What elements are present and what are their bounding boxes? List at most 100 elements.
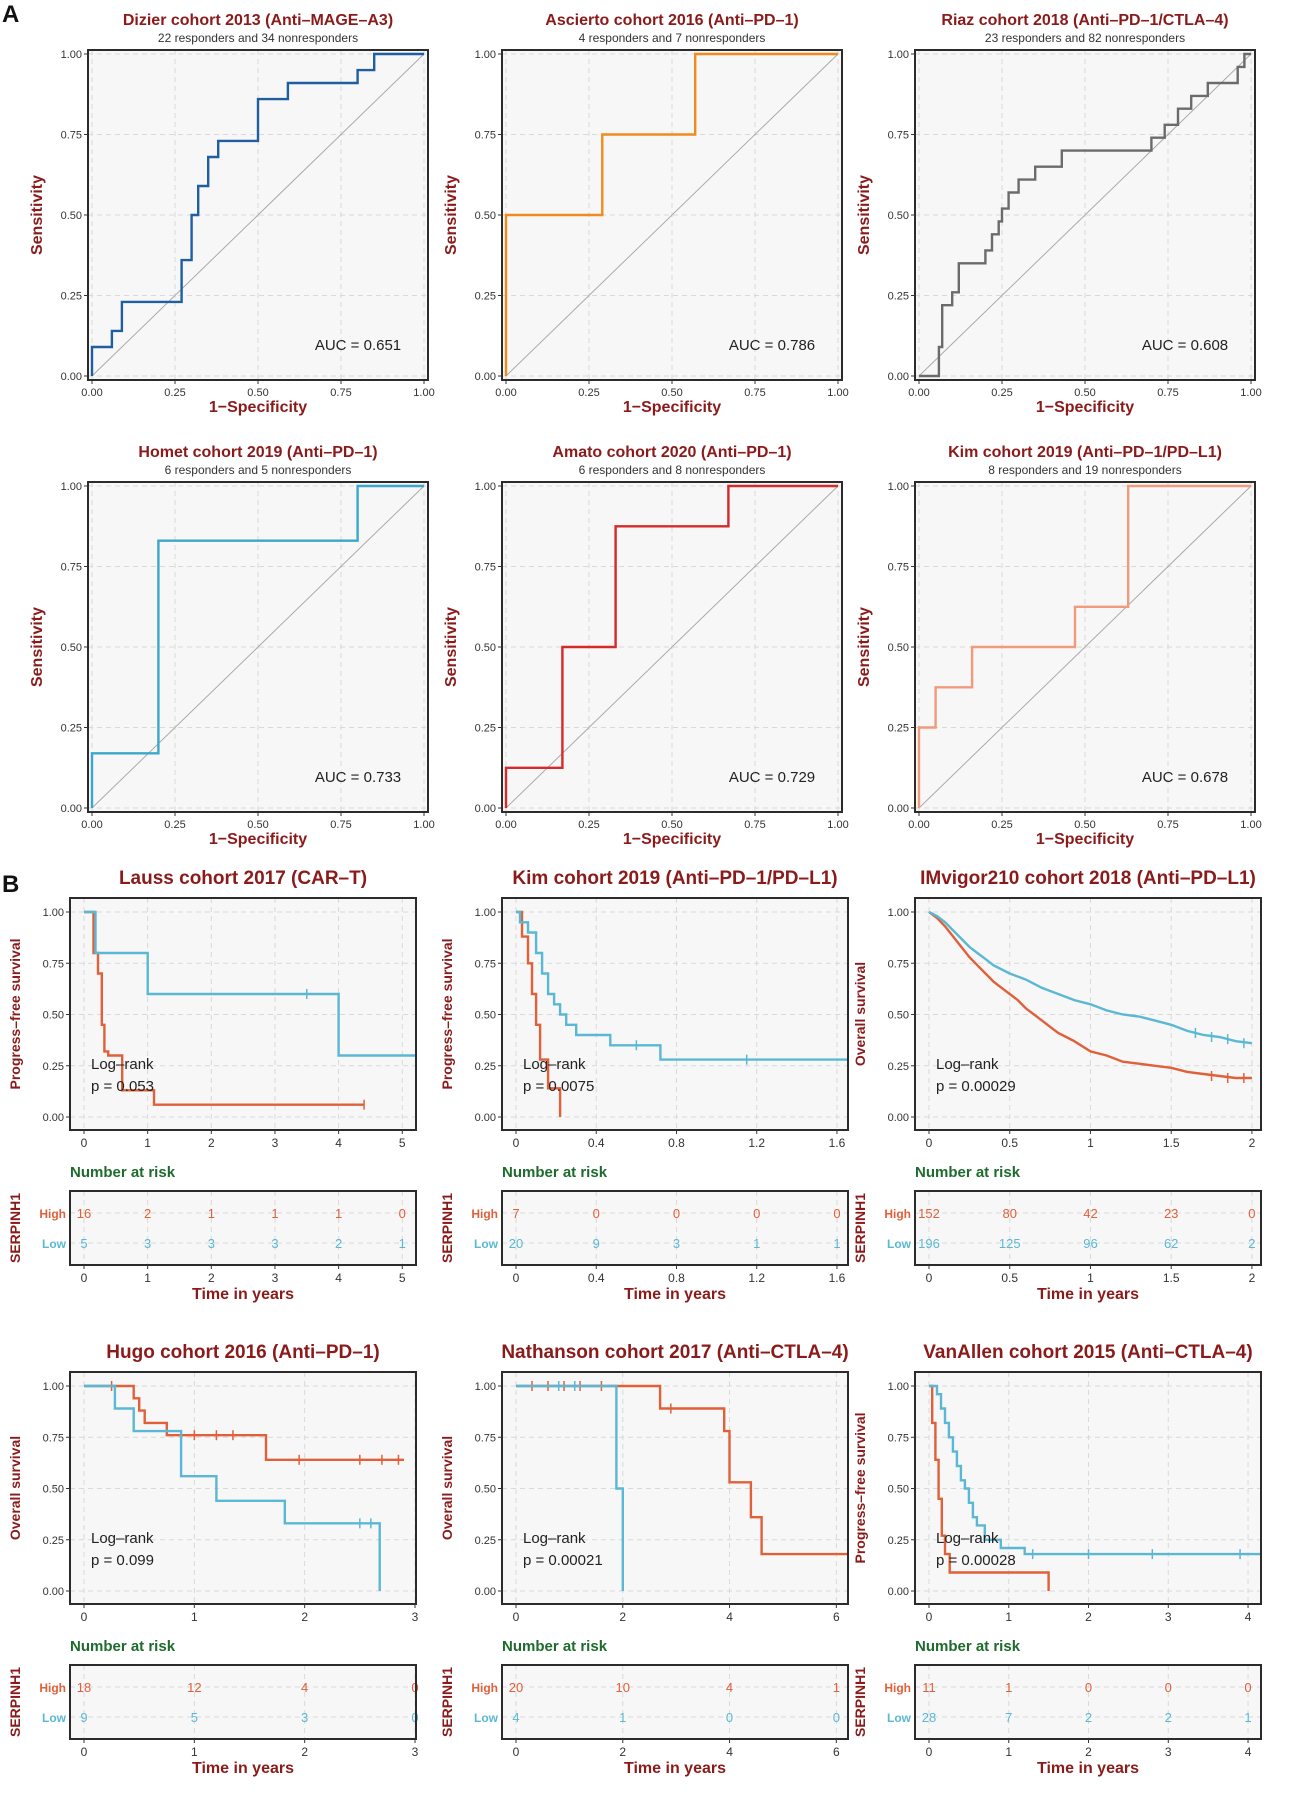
x-tick-label: 0.75 (330, 387, 351, 399)
x-tick-label: 1.00 (827, 819, 848, 831)
risk-count: 12 (187, 1680, 201, 1695)
y-tick-label: 0.00 (888, 1586, 909, 1598)
x-tick-label: 0.00 (81, 819, 102, 831)
p-value-label: p = 0.00028 (936, 1552, 1016, 1569)
risk-count: 20 (509, 1236, 523, 1251)
x-tick-label: 0.50 (1074, 819, 1095, 831)
risk-table-title: Number at risk (70, 1638, 176, 1655)
risk-count: 3 (271, 1236, 278, 1251)
y-tick-label: 0.50 (43, 1484, 64, 1496)
y-tick-label: 1.00 (61, 49, 82, 61)
risk-count: 3 (208, 1236, 215, 1251)
y-tick-label: 1.00 (888, 907, 909, 919)
roc-curve (504, 484, 838, 808)
reference-diagonal (505, 53, 839, 377)
logrank-label: Log–rank (936, 1056, 999, 1073)
reference-diagonal (91, 53, 425, 377)
reference-diagonal (918, 53, 1252, 377)
risk-count: 7 (512, 1206, 519, 1221)
survival-curve-low (928, 910, 1253, 1045)
x-tick-label: 0.75 (330, 819, 351, 831)
p-value-label: p = 0.0075 (523, 1078, 594, 1095)
risk-count: 62 (1164, 1236, 1178, 1251)
risk-table-background (70, 1191, 416, 1265)
y-tick-label: 0.75 (888, 1432, 909, 1444)
risk-count: 1 (1244, 1710, 1251, 1725)
strata-label-low: Low (42, 1237, 67, 1251)
x-tick-label: 0.75 (744, 819, 765, 831)
roc-chart: Amato cohort 2020 (Anti–PD–1) 6 responder… (443, 444, 849, 848)
risk-count: 0 (673, 1206, 680, 1221)
strata-label-high: High (39, 1207, 66, 1221)
x-tick-label: 0.50 (247, 387, 268, 399)
y-tick-label: 0.25 (43, 1061, 64, 1073)
logrank-label: Log–rank (91, 1056, 154, 1073)
x-tick-label: 0.4 (588, 1136, 605, 1150)
risk-count: 42 (1083, 1206, 1097, 1221)
risk-x-tick-label: 0.5 (1001, 1271, 1018, 1285)
risk-table-border (501, 1190, 849, 1266)
km-chart: Nathanson cohort 2017 (Anti–CTLA–4) 0.00 0… (439, 1342, 849, 1777)
y-tick-label: 0.75 (475, 130, 496, 142)
risk-table-title: Number at risk (502, 1164, 608, 1181)
risk-x-tick-label: 0.4 (588, 1271, 605, 1285)
chart-title: IMvigor210 cohort 2018 (Anti–PD–L1) (920, 868, 1256, 889)
strata-title: SERPINH1 (439, 1193, 455, 1263)
y-tick-label: 0.50 (61, 210, 82, 222)
chart-title: Kim cohort 2019 (Anti–PD–1/PD–L1) (948, 444, 1222, 461)
x-axis-label: 1−Specificity (209, 831, 307, 848)
km-chart: Kim cohort 2019 (Anti–PD–1/PD–L1) 0.00 0.2… (439, 868, 849, 1303)
x-tick-label: 0.50 (661, 819, 682, 831)
auc-label: AUC = 0.651 (315, 337, 401, 354)
x-axis-label: Time in years (192, 1286, 294, 1303)
auc-label: AUC = 0.733 (315, 769, 401, 786)
logrank-label: Log–rank (91, 1530, 154, 1547)
risk-count: 1 (271, 1206, 278, 1221)
risk-x-tick-label: 0 (926, 1271, 933, 1285)
x-tick-label: 1 (1087, 1136, 1094, 1150)
y-tick-label: 0.50 (61, 642, 82, 654)
y-axis-label: Progress–free survival (7, 939, 23, 1090)
risk-count: 9 (80, 1710, 87, 1725)
risk-x-tick-label: 0.8 (668, 1271, 685, 1285)
x-tick-label: 0 (513, 1136, 520, 1150)
strata-label-low: Low (887, 1711, 912, 1725)
survival-curve-low (84, 1384, 381, 1591)
y-tick-label: 0.75 (475, 1432, 496, 1444)
risk-count: 2 (1085, 1710, 1092, 1725)
x-tick-label: 0.8 (668, 1136, 685, 1150)
x-tick-label: 0.00 (81, 387, 102, 399)
risk-count: 0 (1248, 1206, 1255, 1221)
x-tick-label: 4 (726, 1610, 733, 1624)
y-tick-label: 0.75 (888, 130, 909, 142)
x-tick-label: 1.5 (1163, 1136, 1180, 1150)
x-tick-label: 0.50 (1074, 387, 1095, 399)
y-tick-label: 0.75 (888, 958, 909, 970)
x-tick-label: 0.00 (495, 387, 516, 399)
x-axis-label: Time in years (1037, 1760, 1139, 1777)
risk-count: 1 (753, 1236, 760, 1251)
auc-label: AUC = 0.608 (1142, 337, 1228, 354)
strata-label-high: High (471, 1681, 498, 1695)
y-tick-label: 1.00 (888, 481, 909, 493)
x-tick-label: 1.00 (1240, 819, 1261, 831)
risk-count: 5 (80, 1236, 87, 1251)
x-tick-label: 0.5 (1001, 1136, 1018, 1150)
y-tick-label: 0.00 (43, 1112, 64, 1124)
risk-table-border (914, 1190, 1262, 1266)
y-tick-label: 0.25 (61, 291, 82, 303)
risk-count: 0 (726, 1710, 733, 1725)
risk-count: 80 (1002, 1206, 1016, 1221)
y-tick-label: 0.75 (475, 562, 496, 574)
p-value-label: p = 0.053 (91, 1078, 154, 1095)
risk-count: 1 (399, 1236, 406, 1251)
x-tick-label: 2 (1085, 1610, 1092, 1624)
risk-table-title: Number at risk (915, 1638, 1021, 1655)
y-tick-label: 0.25 (888, 1061, 909, 1073)
x-tick-label: 0.25 (164, 819, 185, 831)
risk-count: 3 (301, 1710, 308, 1725)
risk-count: 0 (833, 1206, 840, 1221)
x-tick-label: 6 (833, 1610, 840, 1624)
risk-x-tick-label: 6 (833, 1745, 840, 1759)
x-tick-label: 1.00 (827, 387, 848, 399)
